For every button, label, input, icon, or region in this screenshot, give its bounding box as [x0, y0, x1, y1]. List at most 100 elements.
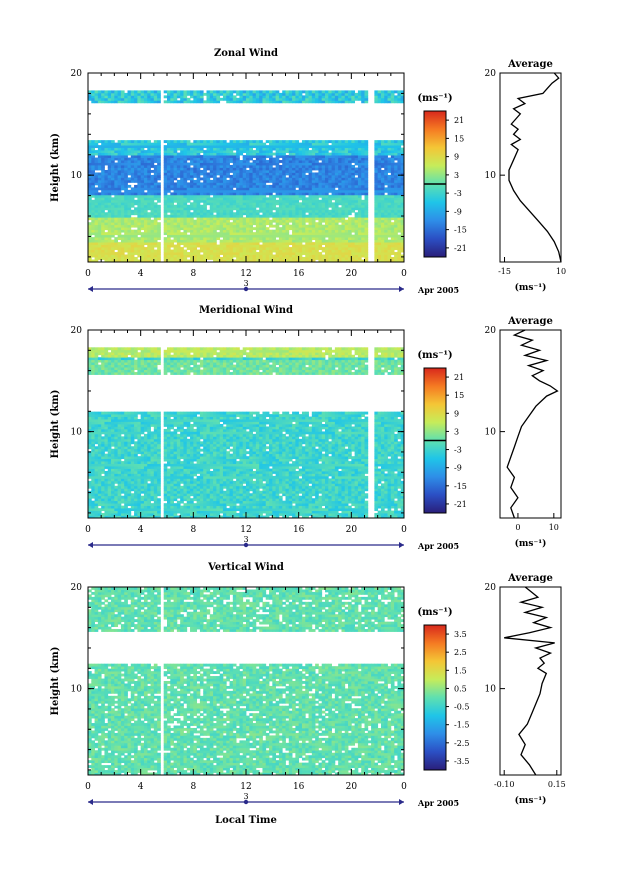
heatmap-cell	[285, 182, 290, 186]
heatmap-cell	[199, 227, 204, 231]
heatmap-cell	[117, 100, 122, 104]
heatmap-cell	[226, 150, 230, 153]
heatmap-cell	[262, 189, 267, 193]
heatmap-cell	[315, 217, 319, 221]
heatmap-cell	[351, 234, 356, 238]
heatmap-cell	[137, 160, 142, 163]
heatmap-cell	[150, 204, 155, 208]
heatmap-cell	[134, 224, 138, 228]
heatmap-cell	[120, 209, 125, 213]
heatmap-cell	[213, 242, 217, 245]
heatmap-cell	[91, 490, 95, 494]
heatmap-cell	[180, 152, 184, 156]
heatmap-cell	[203, 187, 207, 191]
heatmap-cell	[88, 254, 92, 258]
heatmap-cell	[249, 209, 253, 213]
heatmap-cell	[397, 95, 402, 99]
heatmap-cell	[140, 212, 145, 216]
heatmap-cell	[246, 209, 250, 213]
heatmap-cell	[170, 244, 174, 248]
heatmap-cell	[216, 165, 221, 168]
heatmap-cell	[134, 174, 138, 178]
heatmap-cell	[140, 169, 145, 173]
heatmap-cell	[111, 219, 115, 223]
heatmap-cell	[269, 244, 273, 248]
heatmap-cell	[213, 259, 217, 263]
heatmap-cell	[140, 184, 145, 188]
heatmap-cell	[282, 239, 286, 243]
heatmap-cell	[338, 249, 342, 253]
heatmap-cell	[101, 157, 105, 161]
heatmap-cell	[163, 229, 168, 233]
heatmap-cell	[364, 157, 369, 161]
heatmap-cell	[114, 204, 119, 208]
heatmap-cell	[196, 259, 201, 263]
heatmap-cell	[107, 177, 112, 181]
heatmap-cell	[199, 187, 204, 191]
heatmap-cell	[176, 179, 181, 183]
heatmap-cell	[167, 194, 171, 198]
heatmap-cell	[338, 145, 342, 149]
heatmap-cell	[222, 165, 227, 168]
heatmap-cell	[272, 229, 277, 233]
heatmap-cell	[308, 95, 313, 99]
heatmap-cell	[88, 505, 92, 509]
heatmap-cell	[390, 165, 395, 168]
heatmap-cell	[354, 92, 359, 96]
heatmap-cell	[130, 254, 135, 258]
heatmap-cell	[219, 249, 224, 253]
profile-frame	[499, 72, 562, 263]
heatmap-cell	[213, 252, 217, 255]
heatmap-cell	[328, 217, 332, 221]
heatmap-cell	[259, 95, 263, 99]
heatmap-cell	[213, 174, 217, 178]
heatmap-cell	[354, 152, 359, 156]
heatmap-cell	[328, 242, 332, 245]
heatmap-cell	[308, 234, 313, 238]
heatmap-cell	[278, 189, 283, 193]
heatmap-cell	[292, 155, 296, 158]
heatmap-cell	[157, 174, 161, 178]
heatmap-cell	[143, 219, 148, 223]
heatmap-cell	[384, 232, 388, 236]
heatmap-cell	[305, 209, 309, 213]
heatmap-cell	[321, 142, 326, 146]
heatmap-cell	[348, 172, 352, 176]
heatmap-cell	[232, 212, 237, 216]
heatmap-cell	[252, 219, 257, 223]
heatmap-cell	[222, 239, 227, 243]
heatmap-cell	[196, 237, 201, 241]
heatmap-cell	[246, 174, 250, 178]
heatmap-cell	[397, 194, 402, 198]
heatmap-cell	[354, 219, 359, 223]
heatmap-cell	[222, 160, 227, 163]
heatmap-cell	[282, 237, 286, 241]
heatmap-cell	[203, 204, 207, 208]
heatmap-cell	[384, 199, 388, 203]
heatmap-cell	[288, 187, 293, 191]
heatmap-cell	[137, 224, 142, 228]
heatmap-cell	[354, 242, 359, 245]
heatmap-cell	[91, 157, 95, 161]
heatmap-cell	[137, 227, 142, 231]
heatmap-cell	[130, 257, 135, 260]
heatmap-cell	[232, 174, 237, 178]
heatmap-cell	[334, 150, 339, 153]
heatmap-cell	[91, 90, 95, 94]
heatmap-cell	[203, 194, 207, 198]
heatmap-cell	[331, 234, 336, 238]
heatmap-cell	[120, 199, 125, 203]
heatmap-cell	[246, 147, 250, 151]
heatmap-cell	[380, 227, 385, 231]
heatmap-cell	[252, 92, 257, 96]
heatmap-cell	[88, 468, 92, 472]
heatmap-cell	[380, 160, 385, 163]
heatmap-cell	[107, 167, 112, 171]
heatmap-cell	[380, 207, 385, 211]
heatmap-cell	[285, 184, 290, 188]
heatmap-cell	[203, 145, 207, 149]
heatmap-cell	[272, 100, 277, 104]
heatmap-cell	[143, 167, 148, 171]
heatmap-cell	[351, 147, 356, 151]
heatmap-cell	[249, 142, 253, 146]
